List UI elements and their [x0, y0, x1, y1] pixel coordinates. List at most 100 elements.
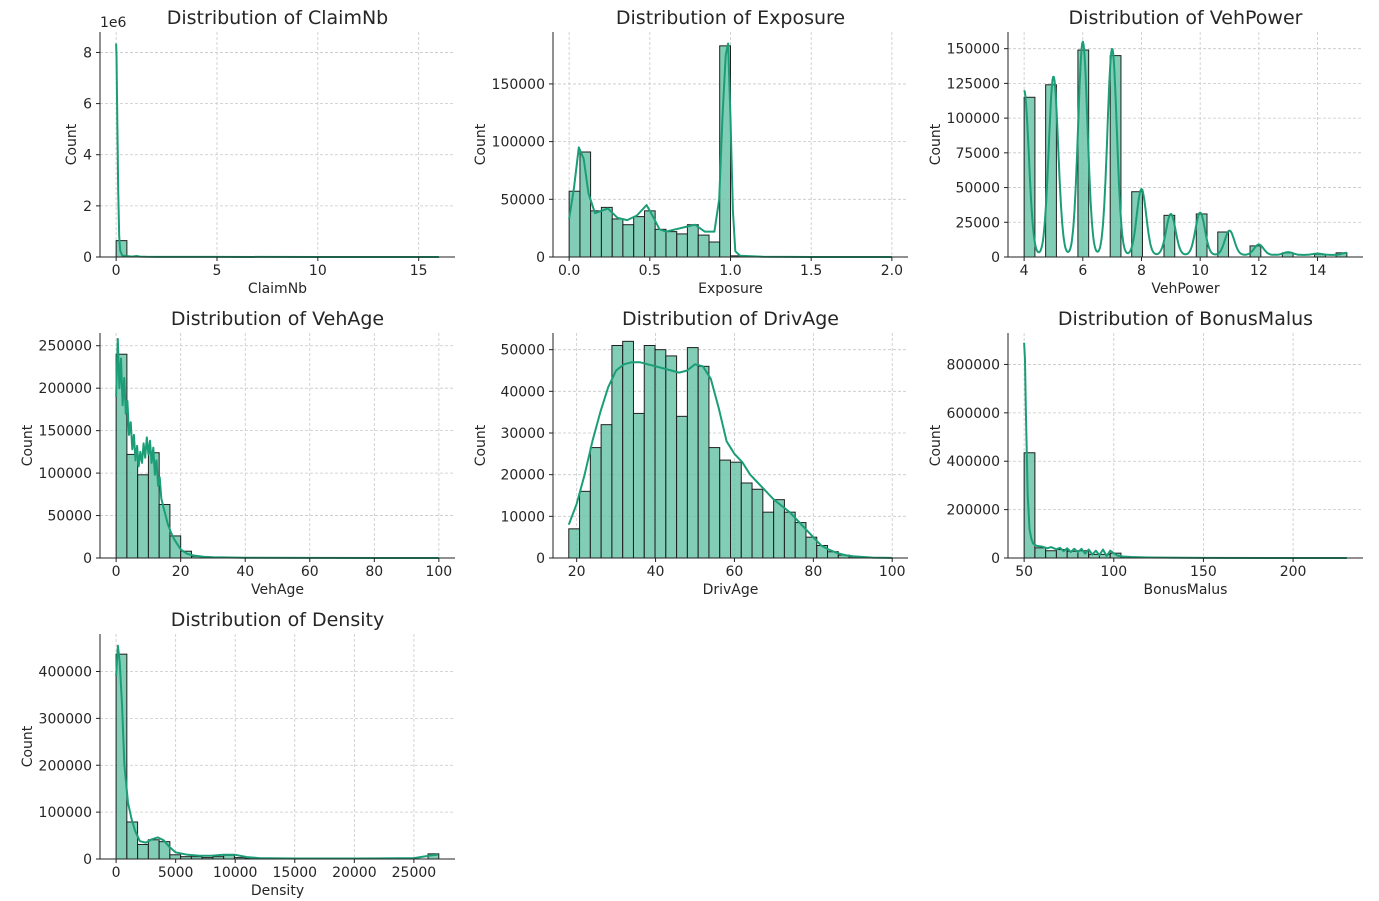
kde-line	[568, 42, 892, 258]
y-tick-label: 200000	[947, 503, 1000, 519]
x-tick-label: 4	[1020, 263, 1029, 279]
y-tick-label: 50000	[955, 181, 1000, 197]
histogram-bar	[590, 210, 602, 258]
x-tick-label: 12	[1250, 263, 1268, 279]
x-tick-label: 60	[301, 564, 319, 580]
histogram-bar	[654, 349, 667, 559]
y-tick-label: 125000	[947, 76, 1000, 92]
subplot-5: 20 40 60 80 100 0 10000 20000 30000 40000 50000 Dis…	[473, 308, 908, 598]
histogram-bar	[665, 231, 678, 258]
histogram-bar	[1034, 547, 1047, 559]
x-axis-label: VehPower	[1151, 281, 1220, 297]
y-tick-label: 150000	[492, 77, 545, 93]
histogram-bar	[579, 490, 591, 559]
y-tick-label: 30000	[500, 426, 545, 442]
x-tick-label: 40	[647, 564, 665, 580]
y-axis-label: Count	[20, 725, 36, 767]
y-axis-label: Count	[928, 424, 944, 466]
histogram-bar	[1066, 550, 1079, 559]
histogram-bar	[708, 241, 721, 258]
x-tick-label: 10000	[213, 865, 258, 881]
histogram-bar	[600, 206, 613, 258]
y-tick-label: 150000	[39, 424, 92, 440]
x-tick-label: 15	[410, 263, 428, 279]
chart-title: Distribution of Exposure	[616, 7, 845, 29]
kde-line	[1023, 40, 1348, 256]
y-tick-label: 4	[83, 148, 92, 164]
x-axis-label: VehAge	[251, 582, 304, 598]
histogram-bar	[632, 412, 645, 559]
chart-title: Distribution of DrivAge	[622, 308, 839, 330]
histogram-bar	[589, 447, 602, 559]
x-tick-label: 20000	[332, 865, 377, 881]
x-tick-label: 0	[112, 263, 121, 279]
y-tick-label: 0	[536, 551, 545, 567]
kde-line	[115, 43, 439, 258]
kde-line	[115, 337, 439, 559]
x-tick-label: 50	[1015, 564, 1033, 580]
chart-title: Distribution of BonusMalus	[1058, 308, 1313, 330]
histogram-bar	[676, 233, 688, 258]
x-axis-label: DrivAge	[703, 582, 759, 598]
histogram-bar	[730, 461, 742, 559]
histogram-bar	[137, 474, 149, 559]
y-tick-label: 100000	[492, 135, 545, 151]
histogram-bar	[719, 459, 732, 559]
offset-label: 1e6	[100, 15, 127, 31]
x-axis-label: BonusMalus	[1144, 582, 1228, 598]
x-tick-label: 15000	[273, 865, 318, 881]
x-tick-label: 10	[1191, 263, 1209, 279]
y-tick-label: 75000	[955, 146, 1000, 162]
x-tick-label: 200	[1280, 564, 1307, 580]
x-axis-label: ClaimNb	[248, 281, 307, 297]
x-tick-label: 80	[365, 564, 383, 580]
histogram-bar	[697, 234, 710, 258]
histogram-bar	[1131, 191, 1143, 258]
y-tick-label: 250000	[39, 339, 92, 355]
histogram-bar	[1088, 553, 1100, 559]
kde-line	[1023, 342, 1347, 559]
histogram-bar	[751, 488, 764, 559]
chart-title: Distribution of Density	[171, 609, 384, 631]
y-tick-label: 0	[83, 250, 92, 266]
x-tick-label: 0	[112, 865, 121, 881]
y-tick-label: 100000	[947, 111, 1000, 127]
y-tick-label: 100000	[39, 466, 92, 482]
subplot-2: 0.0 0.5 1.0 1.5 2.0 0 50000 100000 150000 Distrib…	[473, 7, 908, 297]
y-tick-label: 150000	[947, 42, 1000, 58]
y-axis-label: Count	[473, 123, 489, 165]
y-tick-label: 2	[83, 199, 92, 215]
y-tick-label: 200000	[39, 758, 92, 774]
subplot-7: 0 5000 10000 15000 20000 25000 0 100000 200000 30…	[20, 609, 455, 899]
x-tick-label: 10	[309, 263, 327, 279]
histogram-bar	[137, 843, 149, 860]
x-tick-label: 60	[726, 564, 744, 580]
x-tick-label: 40	[236, 564, 254, 580]
histogram-bar	[622, 340, 634, 559]
x-tick-label: 5	[213, 263, 222, 279]
x-tick-label: 20	[172, 564, 190, 580]
histogram-bar	[568, 190, 581, 258]
histogram-bar	[147, 839, 160, 860]
kde-line	[567, 361, 893, 559]
histogram-bar	[697, 365, 710, 559]
histogram-bar	[126, 453, 139, 559]
x-tick-label: 0.0	[558, 263, 580, 279]
histogram-bar	[126, 821, 139, 860]
x-tick-label: 80	[804, 564, 822, 580]
histogram-bar	[654, 228, 667, 258]
x-tick-label: 100	[1100, 564, 1127, 580]
x-axis-label: Exposure	[698, 281, 763, 297]
chart-title: Distribution of ClaimNb	[167, 7, 389, 29]
kde-line	[115, 644, 438, 860]
y-axis-label: Count	[20, 424, 36, 466]
histogram-bar	[600, 424, 613, 559]
histogram-bar	[622, 224, 635, 258]
y-tick-label: 25000	[955, 215, 1000, 231]
histogram-bar	[783, 511, 796, 559]
y-tick-label: 0	[83, 852, 92, 868]
histogram-bar	[762, 511, 775, 559]
y-axis-label: Count	[64, 123, 80, 165]
y-tick-label: 8	[83, 45, 92, 61]
